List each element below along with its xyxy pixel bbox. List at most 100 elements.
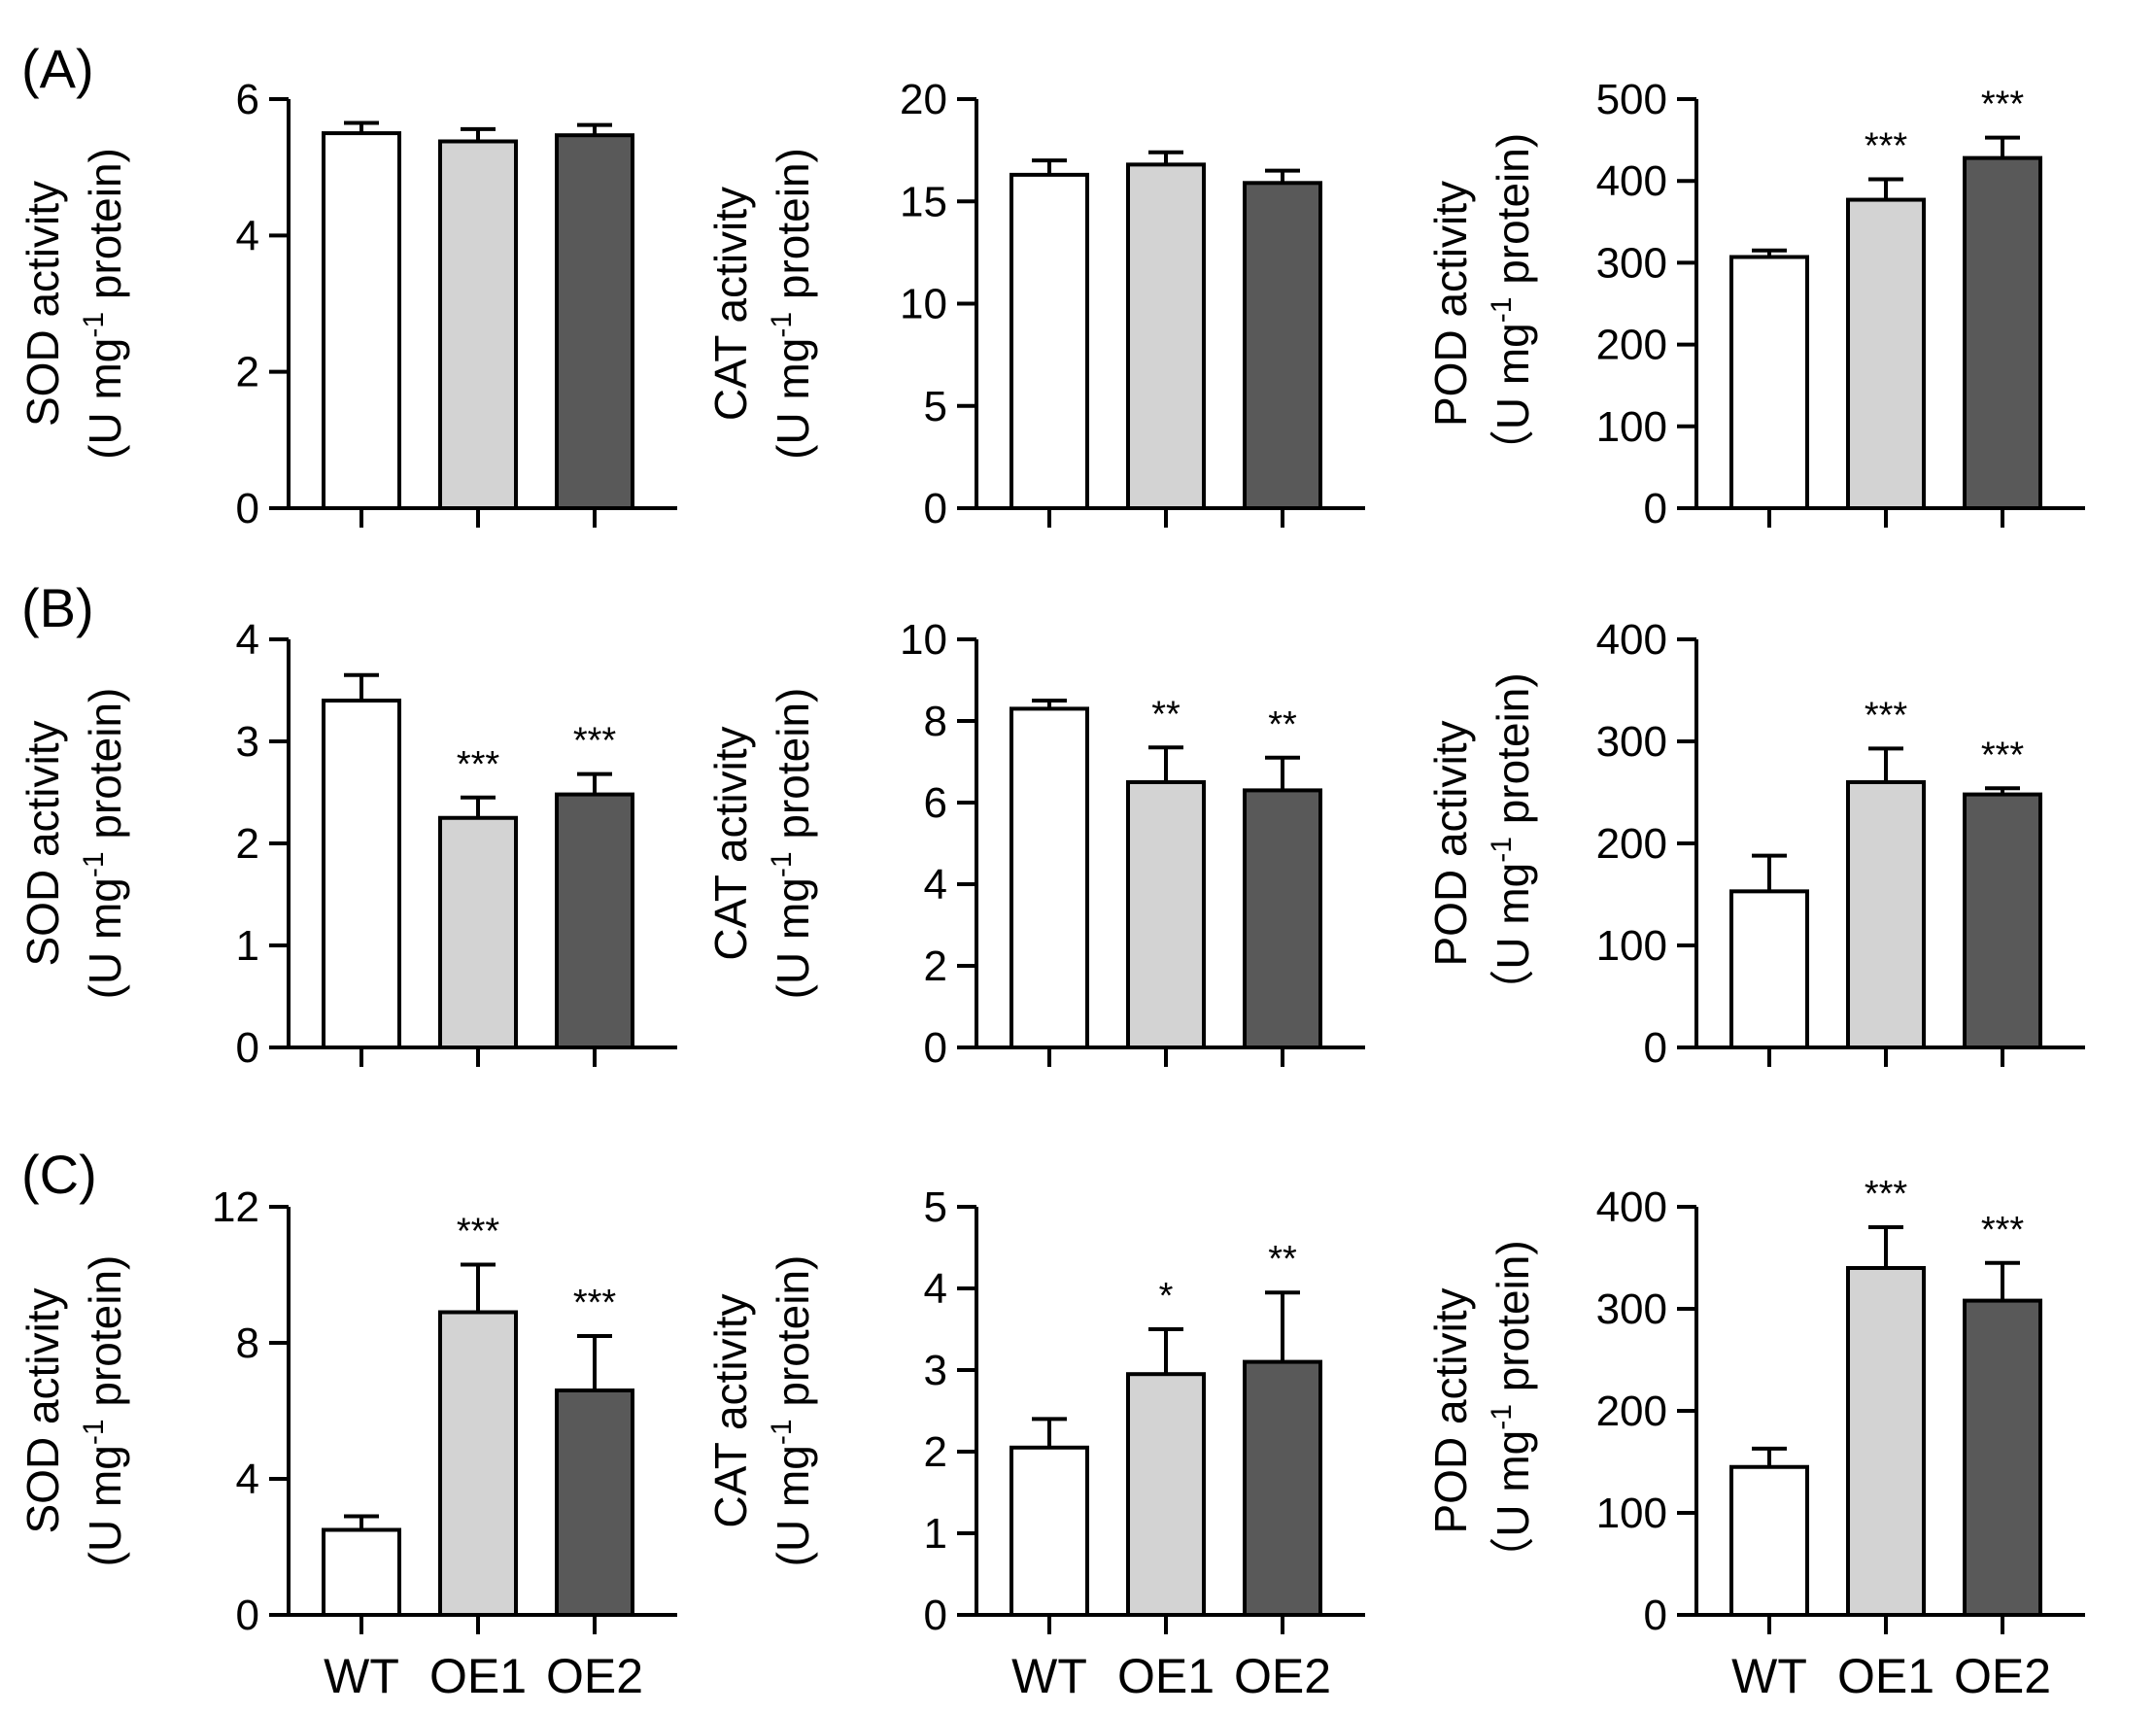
y-tick-label: 100 xyxy=(1596,403,1667,451)
y-axis-title: SOD activity xyxy=(17,720,68,966)
unit-exponent: -1 xyxy=(766,1419,798,1445)
bar-oe2 xyxy=(1963,1298,2042,1617)
y-tick-label: 4 xyxy=(236,212,259,259)
x-category-label: OE2 xyxy=(546,1649,643,1703)
y-axis-title: CAT activity xyxy=(705,187,756,421)
significance-mark: *** xyxy=(1865,126,1908,167)
x-category-label: OE1 xyxy=(1837,1649,1934,1703)
unit-prefix: （U mg xyxy=(1488,1430,1538,1582)
x-category-label: OE1 xyxy=(1117,1649,1215,1703)
y-tick-label: 0 xyxy=(924,1024,947,1072)
unit-suffix: protein) xyxy=(1488,1240,1538,1404)
bar-oe2 xyxy=(1963,155,2042,510)
significance-mark: ** xyxy=(1151,694,1181,735)
bar-oe2 xyxy=(555,1388,634,1617)
bar-oe2 xyxy=(1963,792,2042,1049)
bar-oe2 xyxy=(555,133,634,511)
bar-wt xyxy=(1729,1464,1809,1617)
y-tick-label: 0 xyxy=(1644,1592,1667,1639)
unit-prefix: （U mg xyxy=(1488,323,1538,474)
y-tick-label: 8 xyxy=(924,698,947,745)
unit-suffix: protein) xyxy=(1488,672,1538,837)
bar-oe2 xyxy=(1243,1359,1322,1617)
y-tick-label: 200 xyxy=(1596,1388,1667,1435)
y-tick-label: 300 xyxy=(1596,1286,1667,1333)
bar-oe1 xyxy=(1126,1372,1206,1617)
unit-prefix: (U mg xyxy=(768,877,818,999)
y-tick-label: 0 xyxy=(236,485,259,532)
significance-mark: * xyxy=(1159,1276,1174,1317)
y-tick-label: 2 xyxy=(236,820,259,868)
bar-wt xyxy=(1729,889,1809,1049)
significance-mark: *** xyxy=(1865,1174,1908,1215)
y-tick-label: 1 xyxy=(924,1510,947,1558)
bar-wt xyxy=(322,699,401,1049)
y-axis-title: CAT activity xyxy=(705,1293,756,1527)
unit-exponent: -1 xyxy=(78,312,110,338)
unit-prefix: (U mg xyxy=(768,1445,818,1566)
bar-oe1 xyxy=(1126,162,1206,511)
x-category-label: WT xyxy=(1011,1649,1087,1703)
unit-exponent: -1 xyxy=(1486,1404,1518,1430)
unit-suffix: protein) xyxy=(768,688,818,852)
bar-oe2 xyxy=(1243,181,1322,510)
significance-mark: ** xyxy=(1268,704,1297,745)
panel-label: (A) xyxy=(21,38,94,99)
y-tick-label: 20 xyxy=(900,76,947,123)
y-tick-label: 4 xyxy=(924,1265,947,1313)
unit-exponent: -1 xyxy=(1486,837,1518,863)
unit-suffix: protein) xyxy=(768,148,818,312)
x-category-label: WT xyxy=(324,1649,399,1703)
unit-exponent: -1 xyxy=(766,312,798,338)
y-axis-unit: (U mg-1 protein) xyxy=(78,148,130,460)
unit-exponent: -1 xyxy=(1486,297,1518,324)
y-tick-label: 10 xyxy=(900,281,947,328)
y-tick-label: 3 xyxy=(236,718,259,766)
y-tick-label: 0 xyxy=(924,1592,947,1639)
bar-oe1 xyxy=(438,815,518,1049)
significance-mark: *** xyxy=(573,1283,617,1323)
unit-prefix: （U mg xyxy=(1488,863,1538,1014)
significance-mark: ** xyxy=(1268,1239,1297,1280)
y-axis-unit: (U mg-1 protein) xyxy=(766,688,818,1000)
y-tick-label: 100 xyxy=(1596,922,1667,970)
y-tick-label: 400 xyxy=(1596,616,1667,664)
unit-prefix: (U mg xyxy=(80,1445,130,1566)
significance-mark: *** xyxy=(457,744,500,785)
bar-oe1 xyxy=(1126,780,1206,1049)
y-tick-label: 5 xyxy=(924,383,947,430)
y-axis-title: SOD activity xyxy=(17,1287,68,1533)
unit-exponent: -1 xyxy=(78,851,110,877)
y-tick-label: 200 xyxy=(1596,820,1667,868)
bar-wt xyxy=(322,131,401,510)
bar-wt xyxy=(1729,255,1809,510)
y-tick-label: 4 xyxy=(236,1456,259,1503)
unit-prefix: (U mg xyxy=(80,338,130,460)
bar-wt xyxy=(322,1527,401,1617)
y-axis-unit: (U mg-1 protein) xyxy=(78,688,130,1000)
y-tick-label: 8 xyxy=(236,1320,259,1367)
unit-exponent: -1 xyxy=(78,1419,110,1445)
y-axis-unit: （U mg-1 protein) xyxy=(1486,672,1538,1013)
y-tick-label: 12 xyxy=(212,1183,259,1231)
y-tick-label: 100 xyxy=(1596,1490,1667,1537)
bar-oe1 xyxy=(1846,780,1926,1049)
y-axis-title: POD activity xyxy=(1425,181,1476,427)
unit-suffix: protein) xyxy=(1488,133,1538,297)
y-axis-title: POD activity xyxy=(1425,720,1476,966)
y-tick-label: 15 xyxy=(900,178,947,225)
y-axis-unit: (U mg-1 protein) xyxy=(78,1255,130,1567)
y-axis-unit: (U mg-1 protein) xyxy=(766,1255,818,1567)
bar-oe1 xyxy=(438,139,518,510)
y-tick-label: 0 xyxy=(924,485,947,532)
x-category-label: WT xyxy=(1731,1649,1807,1703)
unit-suffix: protein) xyxy=(80,688,130,852)
significance-mark: *** xyxy=(1981,1210,2025,1251)
y-tick-label: 2 xyxy=(924,943,947,990)
y-tick-label: 500 xyxy=(1596,76,1667,123)
bar-wt xyxy=(1010,706,1089,1050)
x-category-label: OE2 xyxy=(1234,1649,1331,1703)
y-tick-label: 0 xyxy=(1644,485,1667,532)
y-tick-label: 2 xyxy=(236,349,259,396)
